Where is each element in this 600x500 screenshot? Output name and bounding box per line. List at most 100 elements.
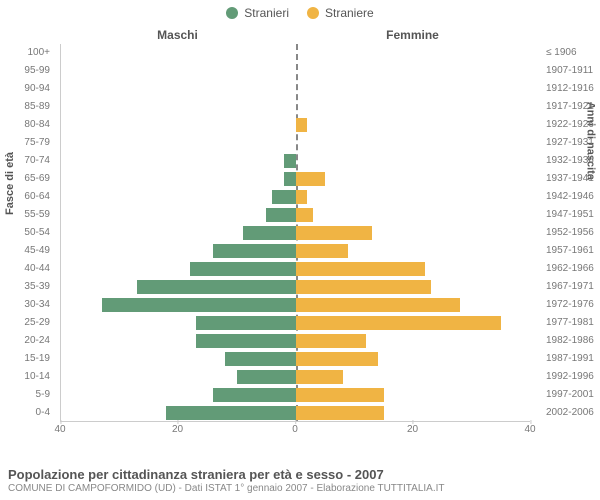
chart-footer: Popolazione per cittadinanza straniera p… <box>8 467 592 494</box>
bar-male <box>225 352 296 366</box>
year-label: 1962-1966 <box>540 260 600 278</box>
year-label: 1912-1916 <box>540 80 600 98</box>
age-label: 45-49 <box>0 242 56 260</box>
age-label: 35-39 <box>0 278 56 296</box>
bar-male <box>284 154 296 168</box>
year-label: 1942-1946 <box>540 188 600 206</box>
table-row <box>61 296 530 314</box>
bar-rows <box>61 44 530 421</box>
bar-male <box>237 370 296 384</box>
age-label: 25-29 <box>0 314 56 332</box>
age-label: 75-79 <box>0 134 56 152</box>
bar-female <box>296 244 349 258</box>
year-label: 1982-1986 <box>540 332 600 350</box>
legend-item-male: Stranieri <box>226 6 289 20</box>
bar-male <box>166 406 295 420</box>
year-label: 1927-1931 <box>540 134 600 152</box>
year-label: 1972-1976 <box>540 296 600 314</box>
x-tick-label: 0 <box>292 424 298 435</box>
age-label: 60-64 <box>0 188 56 206</box>
year-label: 1907-1911 <box>540 62 600 80</box>
table-row <box>61 170 530 188</box>
x-axis-ticks: 402002040 <box>60 424 530 438</box>
bar-male <box>243 226 296 240</box>
age-label: 70-74 <box>0 152 56 170</box>
age-label: 95-99 <box>0 62 56 80</box>
bar-male <box>284 172 296 186</box>
bar-female <box>296 352 378 366</box>
age-label: 90-94 <box>0 80 56 98</box>
year-label: 1992-1996 <box>540 368 600 386</box>
x-tick-label: 20 <box>172 424 183 435</box>
x-tick-label: 20 <box>407 424 418 435</box>
age-label: 40-44 <box>0 260 56 278</box>
plot-inner <box>60 44 530 422</box>
bar-female <box>296 334 367 348</box>
bar-male <box>213 244 295 258</box>
column-title-male: Maschi <box>60 28 295 42</box>
bar-female <box>296 190 308 204</box>
bar-male <box>266 208 295 222</box>
bar-male <box>196 334 296 348</box>
legend-swatch-female <box>307 7 319 19</box>
x-tick-label: 40 <box>524 424 535 435</box>
age-label: 55-59 <box>0 206 56 224</box>
year-label: 1922-1926 <box>540 116 600 134</box>
bar-female <box>296 370 343 384</box>
age-labels: 100+95-9990-9485-8980-8475-7970-7465-696… <box>0 44 56 422</box>
year-label: 1917-1921 <box>540 98 600 116</box>
bar-female <box>296 262 425 276</box>
table-row <box>61 80 530 98</box>
bar-female <box>296 406 384 420</box>
year-label: 1952-1956 <box>540 224 600 242</box>
bar-female <box>296 280 431 294</box>
table-row <box>61 62 530 80</box>
bar-female <box>296 172 325 186</box>
table-row <box>61 350 530 368</box>
year-label: 1997-2001 <box>540 386 600 404</box>
legend-label-male: Stranieri <box>244 6 289 20</box>
table-row <box>61 152 530 170</box>
bar-male <box>213 388 295 402</box>
table-row <box>61 242 530 260</box>
age-label: 15-19 <box>0 350 56 368</box>
year-label: 1987-1991 <box>540 350 600 368</box>
legend: Stranieri Straniere <box>0 0 600 20</box>
age-label: 5-9 <box>0 386 56 404</box>
table-row <box>61 44 530 62</box>
age-label: 80-84 <box>0 116 56 134</box>
birth-year-labels: ≤ 19061907-19111912-19161917-19211922-19… <box>540 44 600 422</box>
age-label: 20-24 <box>0 332 56 350</box>
chart-title: Popolazione per cittadinanza straniera p… <box>8 467 592 482</box>
bar-female <box>296 298 461 312</box>
table-row <box>61 332 530 350</box>
age-label: 100+ <box>0 44 56 62</box>
bar-male <box>196 316 296 330</box>
x-tick-label: 40 <box>54 424 65 435</box>
year-label: 1947-1951 <box>540 206 600 224</box>
age-label: 50-54 <box>0 224 56 242</box>
bar-male <box>102 298 296 312</box>
table-row <box>61 260 530 278</box>
bar-female <box>296 118 308 132</box>
table-row <box>61 386 530 404</box>
table-row <box>61 368 530 386</box>
population-pyramid-chart: Stranieri Straniere Fasce di età Anni di… <box>0 0 600 500</box>
bar-male <box>272 190 296 204</box>
year-label: 1937-1941 <box>540 170 600 188</box>
bar-female <box>296 388 384 402</box>
table-row <box>61 206 530 224</box>
legend-label-female: Straniere <box>325 6 374 20</box>
bar-male <box>190 262 296 276</box>
column-title-female: Femmine <box>295 28 530 42</box>
age-label: 0-4 <box>0 404 56 422</box>
year-label: 1957-1961 <box>540 242 600 260</box>
bar-female <box>296 208 314 222</box>
year-label: 2002-2006 <box>540 404 600 422</box>
age-label: 65-69 <box>0 170 56 188</box>
chart-subtitle: COMUNE DI CAMPOFORMIDO (UD) - Dati ISTAT… <box>8 483 592 494</box>
age-label: 85-89 <box>0 98 56 116</box>
legend-swatch-male <box>226 7 238 19</box>
table-row <box>61 188 530 206</box>
table-row <box>61 224 530 242</box>
